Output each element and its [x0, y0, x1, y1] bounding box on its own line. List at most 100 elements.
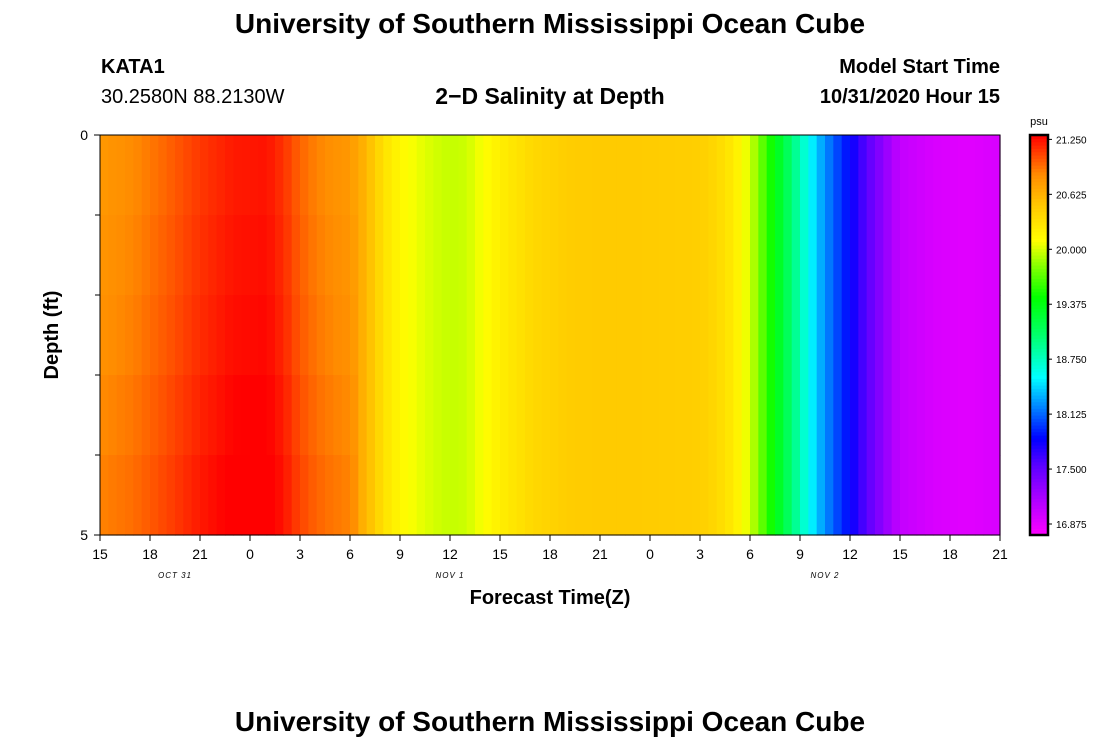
heatmap-cell [508, 135, 518, 216]
heatmap-cell [116, 135, 126, 216]
heatmap-cell [558, 455, 568, 536]
heatmap-cell [491, 215, 501, 296]
heatmap-cell [825, 135, 834, 216]
x-tick-label: 12 [442, 546, 458, 562]
heatmap-cell [675, 135, 684, 216]
heatmap-cell [366, 455, 376, 536]
heatmap-cell [191, 455, 201, 536]
heatmap-cell [525, 455, 534, 536]
heatmap-cell [266, 375, 276, 456]
heatmap-cell [741, 215, 751, 296]
colorbar-segment [1030, 378, 1048, 383]
heatmap-cell [966, 215, 976, 296]
heatmap-cell [833, 455, 843, 536]
colorbar-segment [1030, 308, 1048, 313]
heatmap-cell [583, 295, 593, 376]
colorbar-segment [1030, 148, 1048, 153]
heatmap-cell [350, 215, 359, 296]
heatmap-cell [983, 215, 993, 296]
heatmap-cell [658, 135, 668, 216]
heatmap-cell [541, 295, 551, 376]
heatmap-cell [991, 295, 1001, 376]
heatmap-cell [158, 215, 168, 296]
heatmap-cell [116, 375, 126, 456]
heatmap-cell [816, 455, 826, 536]
heatmap-cell [491, 375, 501, 456]
colorbar-segment [1030, 208, 1048, 213]
heatmap-cell [575, 375, 584, 456]
heatmap-cell [950, 295, 959, 376]
heatmap-cell [408, 455, 418, 536]
heatmap-cell [108, 375, 118, 456]
heatmap-cell [200, 215, 209, 296]
heatmap-cell [783, 455, 793, 536]
heatmap-cell [291, 215, 301, 296]
heatmap-cell [266, 295, 276, 376]
heatmap-cell [658, 215, 668, 296]
heatmap-cell [566, 455, 576, 536]
heatmap-cell [508, 215, 518, 296]
heatmap-cell [841, 295, 851, 376]
heatmap-cell [208, 215, 218, 296]
colorbar-tick-label: 20.625 [1056, 190, 1087, 201]
heatmap-cell [158, 295, 168, 376]
colorbar-tick-label: 19.375 [1056, 300, 1087, 311]
heatmap-cell [641, 295, 651, 376]
heatmap-cell [616, 455, 626, 536]
colorbar-tick-label: 18.125 [1056, 410, 1087, 421]
heatmap-cell [416, 135, 426, 216]
heatmap-cell [566, 375, 576, 456]
colorbar-segment [1030, 151, 1048, 156]
colorbar-segment [1030, 425, 1048, 429]
heatmap-cell [791, 375, 801, 456]
heatmap-cell [158, 455, 168, 536]
heatmap-cell [341, 215, 351, 296]
heatmap-cell [941, 215, 951, 296]
heatmap-cell [291, 135, 301, 216]
heatmap-cell [316, 215, 326, 296]
heatmap-cell [925, 135, 934, 216]
colorbar-segment [1030, 488, 1048, 493]
heatmap-cell [308, 375, 318, 456]
heatmap-cell [283, 455, 293, 536]
heatmap-cell [733, 455, 743, 536]
heatmap-cell [450, 215, 459, 296]
heatmap-cell [633, 455, 643, 536]
colorbar-segment [1030, 418, 1048, 423]
heatmap-cell [850, 215, 859, 296]
heatmap-cell [350, 295, 359, 376]
heatmap-cell [425, 295, 434, 376]
colorbar-segment [1030, 255, 1048, 259]
heatmap-cell [216, 375, 226, 456]
heatmap-cell [800, 295, 809, 376]
colorbar-segment [1030, 278, 1048, 283]
heatmap-cell [916, 135, 926, 216]
colorbar-segment [1030, 235, 1048, 239]
heatmap-cell [358, 135, 368, 216]
heatmap-cell [783, 135, 793, 216]
heatmap-cell [225, 215, 234, 296]
heatmap-cell [616, 375, 626, 456]
heatmap-cell [466, 295, 476, 376]
heatmap-cell [325, 455, 334, 536]
colorbar-segment [1030, 501, 1048, 506]
heatmap-cell [250, 295, 259, 376]
colorbar-segment [1030, 485, 1048, 489]
heatmap-cell [458, 295, 468, 376]
heatmap-cell [458, 455, 468, 536]
heatmap-cell [750, 295, 759, 376]
colorbar-segment [1030, 391, 1048, 396]
colorbar-segment [1030, 305, 1048, 309]
heatmap-cell [366, 215, 376, 296]
heatmap-cell [258, 375, 268, 456]
heatmap-cell [216, 135, 226, 216]
heatmap-cell [358, 215, 368, 296]
heatmap-cell [133, 295, 143, 376]
heatmap-cell [625, 295, 634, 376]
heatmap-cell [750, 215, 759, 296]
heatmap-cell [541, 215, 551, 296]
heatmap-cell [625, 215, 634, 296]
heatmap-cell [441, 135, 451, 216]
heatmap-cell [483, 295, 493, 376]
colorbar-segment [1030, 291, 1048, 296]
